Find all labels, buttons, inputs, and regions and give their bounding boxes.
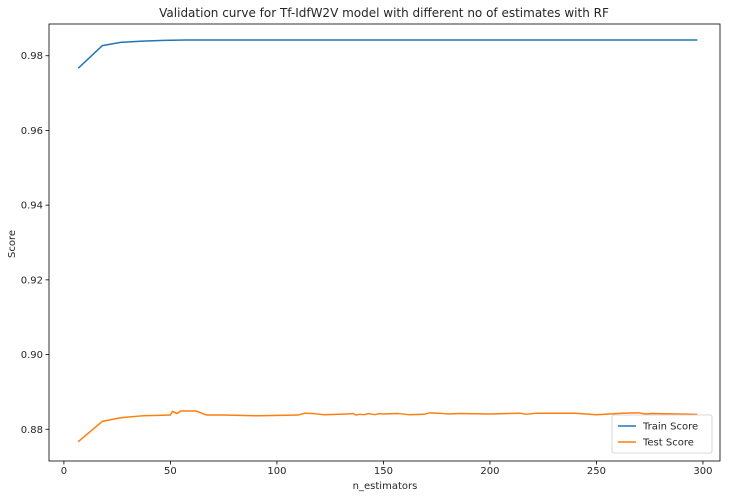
chart-title: Validation curve for Tf-IdfW2V model wit… [159, 6, 609, 20]
x-tick-label: 0 [61, 466, 67, 477]
plot-area: 0 50 100 150 200 250 300 0.88 0.90 0.92 0.94 0.96 0.… [21, 23, 721, 477]
x-tick-label: 200 [480, 466, 499, 477]
y-tick-label: 0.90 [21, 350, 43, 361]
y-axis-label: Score [7, 230, 18, 258]
y-tick-label: 0.94 [21, 201, 43, 212]
x-tick-label: 300 [693, 466, 712, 477]
legend-label-train-score: Train Score [642, 422, 698, 433]
y-tick-label: 0.92 [21, 275, 43, 286]
y-tick-label: 0.98 [21, 51, 43, 62]
legend-box [611, 414, 713, 454]
x-tick-label: 250 [587, 466, 606, 477]
x-tick-label: 150 [374, 466, 393, 477]
axes-frame [48, 23, 721, 462]
x-tick-label: 50 [164, 466, 177, 477]
legend: Train Score Test Score [611, 414, 713, 454]
legend-label-test-score: Test Score [642, 438, 694, 449]
x-tick-label: 100 [267, 466, 286, 477]
x-axis-label: n_estimators [353, 481, 418, 492]
y-tick-label: 0.88 [21, 425, 43, 436]
series-line-train-score [77, 39, 698, 69]
y-tick-label: 0.96 [21, 126, 43, 137]
series-line-test-score [77, 410, 698, 443]
